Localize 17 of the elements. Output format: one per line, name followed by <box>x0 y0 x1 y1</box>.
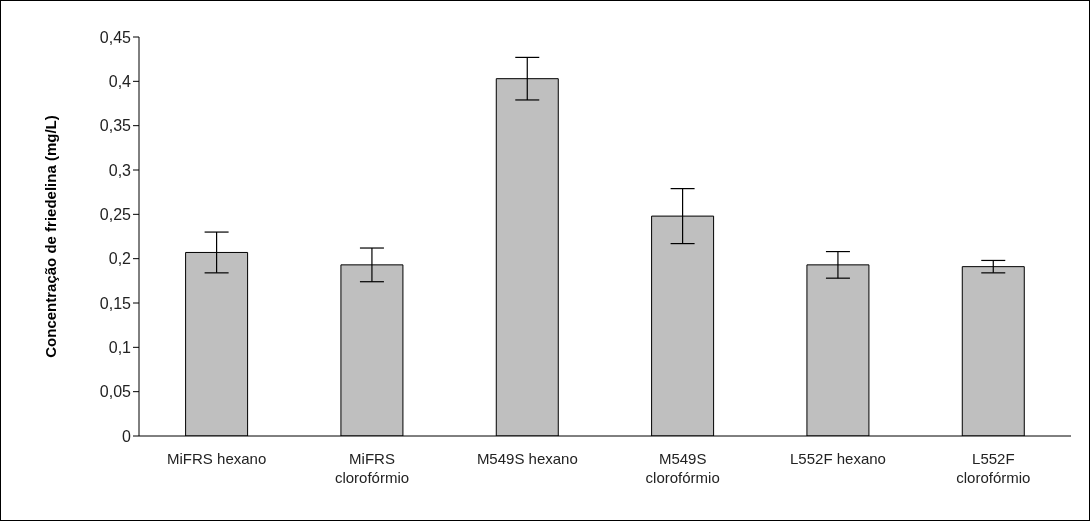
y-tick-label: 0,4 <box>108 73 132 91</box>
y-tick-label: 0,25 <box>99 206 132 224</box>
y-tick-label: 0 <box>122 427 132 445</box>
y-tick-label: 0,15 <box>99 294 132 312</box>
y-tick-label: 0,05 <box>99 383 132 401</box>
x-tick-label: M549S hexano <box>476 450 578 467</box>
y-tick-label: 0,45 <box>99 28 132 46</box>
y-tick-label: 0,35 <box>99 117 132 135</box>
y-tick-label: 0,3 <box>108 161 132 179</box>
y-axis-title: Concentração de friedelina (mg/L) <box>42 115 60 358</box>
x-tick-label: MiFRS clorofórmio <box>334 450 410 486</box>
x-tick-label: MiFRS hexano <box>167 450 267 467</box>
x-tick-label: M549S clorofórmio <box>645 450 720 486</box>
x-tick-label: L552F hexano <box>790 450 886 467</box>
x-tick-label: L552F clorofórmio <box>956 450 1031 486</box>
y-tick-label: 0,2 <box>108 250 132 268</box>
y-tick-label: 0,1 <box>108 339 132 357</box>
